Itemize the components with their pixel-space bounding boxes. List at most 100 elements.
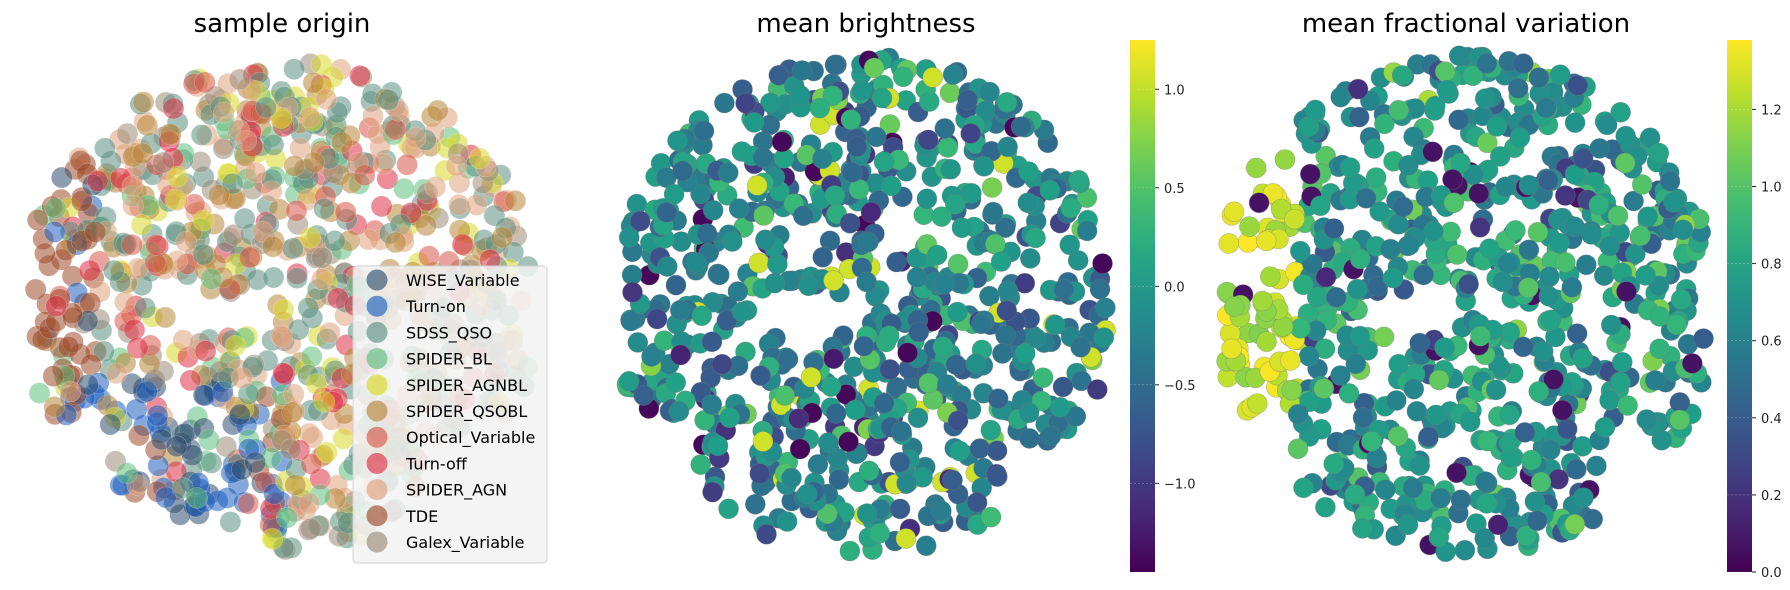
legend-item: Turn-on [366, 295, 466, 317]
scatter-point [753, 205, 775, 226]
scatter-point [791, 60, 813, 81]
scatter-point [1635, 265, 1656, 286]
colorbar-tick-label: 0.6 [1761, 335, 1782, 350]
legend-item: SPIDER_AGN [366, 479, 507, 501]
scatter-point [260, 180, 283, 202]
scatter-point [986, 466, 1008, 487]
scatter-point [504, 190, 527, 212]
scatter-point [1302, 253, 1323, 275]
scatter-point [1339, 157, 1361, 178]
scatter-point [418, 245, 440, 268]
scatter-point [1374, 113, 1395, 135]
scatter-point [93, 340, 115, 363]
scatter-point [992, 343, 1013, 364]
scatter-point [897, 342, 918, 364]
scatter-point [1572, 347, 1593, 369]
scatter-point [316, 441, 338, 464]
scatter-point [947, 253, 969, 275]
scatter-point [285, 200, 308, 222]
scatter-point [1344, 484, 1366, 505]
scatter-point [1428, 526, 1450, 548]
scatter-point [1566, 458, 1587, 480]
scatter-point [1549, 232, 1570, 254]
scatter-point [727, 281, 749, 302]
scatter-point [1413, 264, 1434, 286]
scatter-point [300, 453, 323, 475]
legend-label: SPIDER_QSOBL [406, 402, 527, 422]
scatter-point [121, 175, 144, 197]
scatter-point [670, 344, 691, 366]
scatter-point [166, 165, 188, 188]
legend-item: Galex_Variable [366, 531, 524, 553]
scatter-point [1588, 194, 1610, 216]
scatter-point [71, 190, 93, 212]
scatter-point [1284, 208, 1305, 230]
scatter-point [789, 438, 811, 460]
scatter-point [310, 53, 333, 76]
scatter-point [789, 84, 811, 106]
scatter-point [641, 346, 662, 367]
scatter-point [283, 58, 305, 80]
scatter-point [194, 71, 216, 94]
scatter-point [981, 177, 1003, 198]
scatter-point [1499, 432, 1520, 454]
scatter-point [1651, 429, 1672, 451]
legend-marker [366, 531, 388, 553]
scatter-point [1300, 163, 1321, 185]
scatter-point [702, 481, 723, 503]
scatter-point [980, 506, 1002, 528]
scatter-point [841, 162, 863, 183]
scatter-point [1290, 317, 1311, 339]
scatter-point [755, 229, 776, 251]
scatter-point [299, 517, 322, 540]
scatter-point [665, 274, 687, 296]
scatter-point [298, 492, 321, 515]
scatter-point [160, 123, 182, 146]
scatter-point [823, 348, 845, 370]
colorbar-tick-label: 1.0 [1164, 83, 1185, 98]
scatter-point [764, 272, 786, 294]
scatter-point [1019, 428, 1040, 449]
scatter-point [708, 264, 730, 286]
scatter-point [1223, 201, 1245, 223]
scatter-point [969, 438, 991, 459]
scatter-point [1648, 142, 1670, 164]
scatter-point [1298, 345, 1320, 367]
scatter-point [1548, 468, 1569, 490]
scatter-point [1539, 266, 1560, 288]
scatter-point [735, 92, 756, 114]
scatter-point [286, 267, 308, 289]
scatter-point [1476, 493, 1497, 514]
scatter-point [192, 384, 215, 406]
scatter-point [932, 336, 954, 358]
scatter-point [150, 428, 173, 451]
scatter-point [984, 233, 1006, 255]
scatter-point [299, 227, 322, 249]
scatter-point [1599, 389, 1620, 411]
scatter-point [28, 382, 51, 404]
scatter-point [1458, 273, 1479, 295]
scatter-point [860, 202, 882, 223]
scatter-point [731, 301, 753, 323]
panel-sample-origin: sample origin WISE_Variable Turn-on SDSS_Q… [24, 9, 548, 564]
scatter-point [404, 126, 427, 149]
scatter-point [926, 244, 948, 266]
scatter-point [947, 301, 968, 323]
colorbar-tick-label: 0.5 [1164, 182, 1185, 197]
scatter-point [1345, 353, 1367, 375]
scatter-point [116, 462, 138, 484]
scatter-point [1287, 403, 1309, 425]
colorbar-tick-label: 0.8 [1761, 258, 1782, 273]
scatter-point [1527, 221, 1549, 243]
scatter-point [208, 184, 230, 206]
scatter-point [134, 297, 156, 319]
scatter-point [152, 151, 175, 174]
legend-marker [366, 479, 388, 501]
scatter-point [949, 440, 971, 462]
scatter-point [353, 164, 376, 186]
scatter-point [192, 243, 215, 266]
scatter-point [228, 68, 251, 91]
scatter-point [1612, 351, 1633, 373]
colorbar-tick-label: 0.4 [1761, 412, 1782, 427]
scatter-point [272, 362, 294, 384]
